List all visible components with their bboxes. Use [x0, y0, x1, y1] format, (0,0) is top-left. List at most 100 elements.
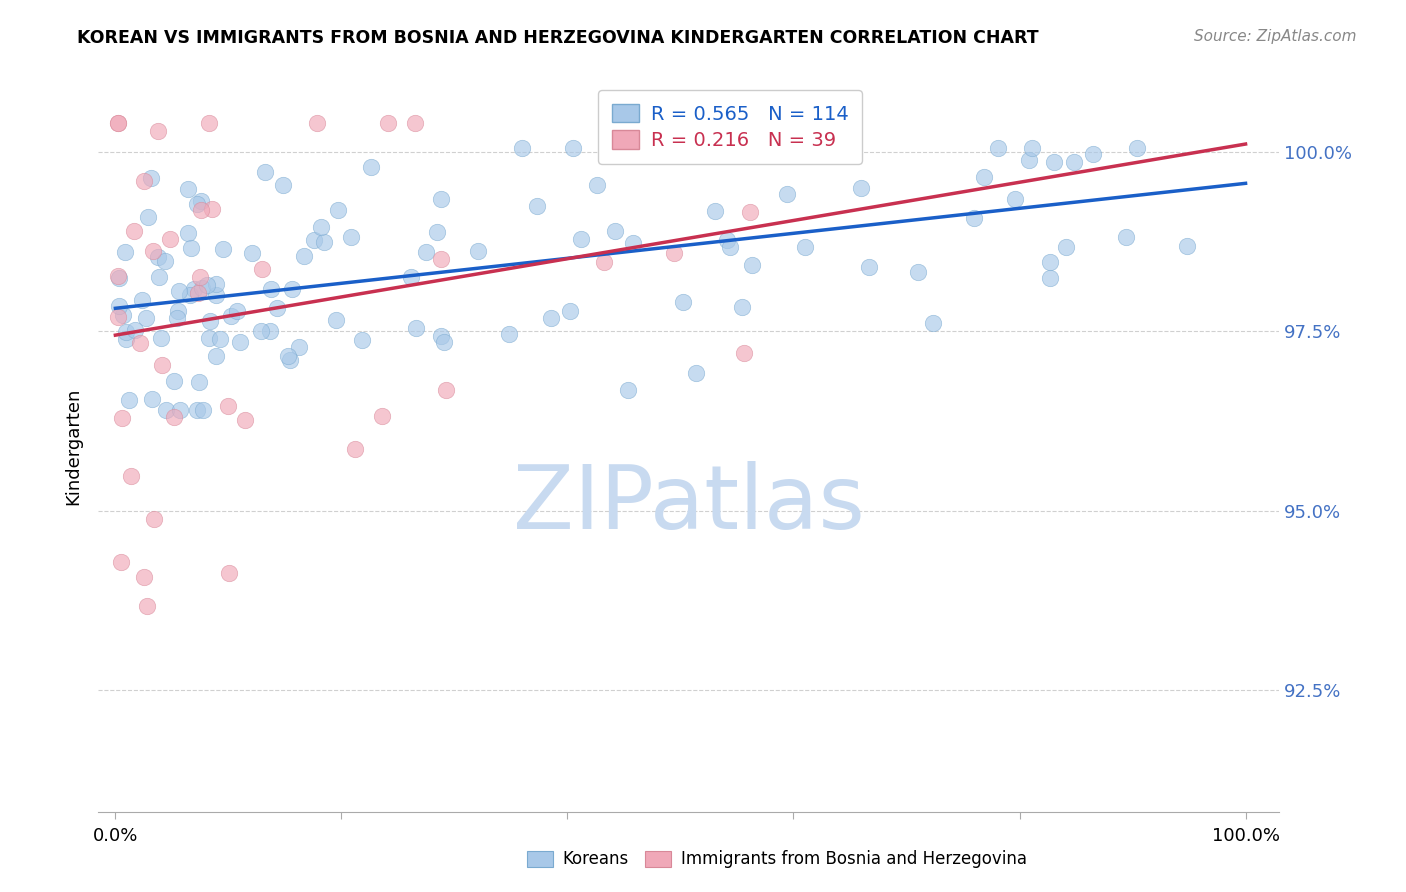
Point — [430, 252, 453, 267]
Point — [1063, 155, 1085, 169]
Point — [738, 205, 761, 219]
Point — [209, 332, 232, 346]
Point — [433, 334, 456, 349]
Point — [132, 570, 155, 584]
Point — [148, 269, 170, 284]
Point — [198, 314, 221, 328]
Point — [731, 300, 754, 314]
Point — [1039, 255, 1062, 269]
Text: 0.0%: 0.0% — [93, 828, 138, 846]
Point — [180, 242, 202, 256]
Point — [922, 316, 945, 330]
Point — [287, 340, 309, 354]
Point — [405, 116, 427, 130]
Point — [360, 160, 382, 174]
Point — [259, 325, 281, 339]
Point — [188, 270, 211, 285]
Point — [1126, 141, 1149, 155]
Point — [191, 281, 214, 295]
Point — [135, 310, 157, 325]
Point — [592, 255, 614, 269]
Point — [249, 324, 271, 338]
Point — [204, 349, 226, 363]
Point — [716, 233, 738, 247]
Point — [167, 285, 190, 299]
Point — [240, 246, 263, 260]
Point — [399, 269, 422, 284]
Point — [1039, 271, 1062, 285]
Point — [187, 375, 209, 389]
Point — [195, 277, 218, 292]
Point — [198, 331, 221, 345]
Legend: R = 0.565   N = 114, R = 0.216   N = 39: R = 0.565 N = 114, R = 0.216 N = 39 — [599, 90, 862, 164]
Point — [107, 268, 129, 283]
Point — [186, 403, 208, 417]
Point — [186, 196, 208, 211]
Point — [201, 202, 224, 217]
Point — [107, 299, 129, 313]
Point — [292, 249, 315, 263]
Point — [167, 304, 190, 318]
Point — [136, 599, 159, 614]
Point — [1021, 141, 1043, 155]
Point — [120, 469, 142, 483]
Point — [166, 311, 188, 326]
Point — [131, 293, 153, 307]
Point — [250, 262, 273, 277]
Point — [429, 329, 451, 343]
Point — [634, 116, 657, 130]
Point — [617, 383, 640, 397]
Point — [278, 353, 301, 368]
Point — [212, 242, 235, 256]
Point — [571, 232, 593, 246]
Point — [107, 116, 129, 130]
Point — [344, 442, 367, 457]
Point — [111, 309, 134, 323]
Point — [621, 236, 644, 251]
Point — [177, 227, 200, 241]
Point — [176, 181, 198, 195]
Point — [187, 286, 209, 301]
Point — [678, 141, 700, 155]
Point — [197, 116, 219, 130]
Point — [114, 325, 136, 339]
Point — [219, 309, 242, 323]
Point — [540, 310, 562, 325]
Point — [662, 245, 685, 260]
Point — [111, 411, 134, 425]
Point — [849, 181, 872, 195]
Text: ZIPatlas: ZIPatlas — [513, 461, 865, 548]
Point — [205, 277, 228, 291]
Point — [718, 141, 741, 155]
Point — [405, 321, 427, 335]
Point — [183, 282, 205, 296]
Point — [150, 330, 173, 344]
Point — [302, 233, 325, 247]
Point — [146, 251, 169, 265]
Point — [129, 336, 152, 351]
Point — [266, 301, 288, 315]
Text: Source: ZipAtlas.com: Source: ZipAtlas.com — [1194, 29, 1357, 44]
Point — [277, 350, 299, 364]
Point — [685, 367, 707, 381]
Point — [558, 304, 581, 318]
Point — [217, 399, 239, 413]
Point — [190, 194, 212, 209]
Point — [325, 313, 347, 327]
Point — [110, 555, 132, 569]
Point — [312, 235, 335, 249]
Point — [229, 334, 252, 349]
Point — [205, 288, 228, 302]
Point — [124, 323, 146, 337]
Point — [340, 230, 363, 244]
Point — [672, 294, 695, 309]
Point — [907, 265, 929, 279]
Point — [159, 232, 181, 246]
Point — [1004, 193, 1026, 207]
Point — [510, 141, 533, 155]
Point — [603, 224, 626, 238]
Point — [179, 288, 201, 302]
Point — [973, 170, 995, 185]
Point — [143, 512, 166, 526]
Point — [107, 271, 129, 285]
